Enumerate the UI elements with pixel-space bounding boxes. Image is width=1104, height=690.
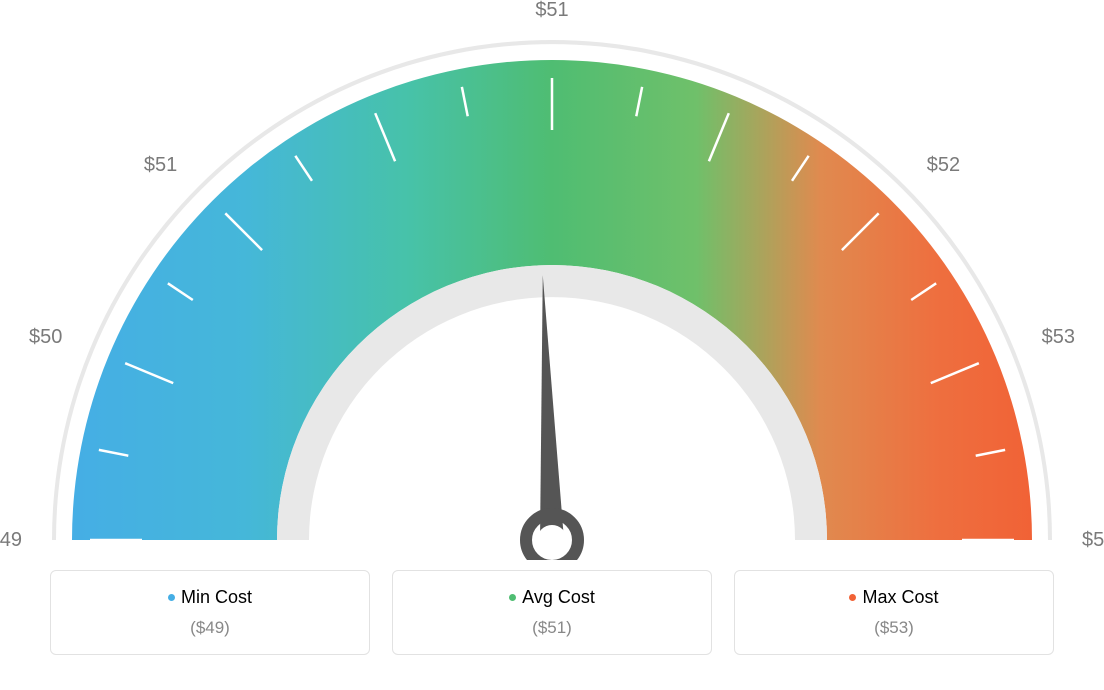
legend-value-avg: ($51) (393, 618, 711, 638)
svg-text:$51: $51 (535, 0, 568, 21)
legend-title-min: Min Cost (51, 587, 369, 608)
svg-text:$53: $53 (1082, 529, 1104, 551)
gauge-svg: $49 $50 $51 $51 $52 $53 $53 (0, 0, 1104, 560)
legend-label-avg: Avg Cost (522, 587, 595, 607)
legend-box-max: Max Cost ($53) (734, 570, 1054, 655)
legend-value-min: ($49) (51, 618, 369, 638)
legend-dot-max (849, 594, 856, 601)
legend-row: Min Cost ($49) Avg Cost ($51) Max Cost (… (0, 570, 1104, 655)
svg-text:$52: $52 (927, 154, 960, 176)
svg-text:$50: $50 (29, 326, 62, 348)
legend-title-max: Max Cost (735, 587, 1053, 608)
legend-dot-avg (509, 594, 516, 601)
legend-title-avg: Avg Cost (393, 587, 711, 608)
svg-text:$53: $53 (1042, 326, 1075, 348)
svg-text:$51: $51 (144, 154, 177, 176)
legend-label-max: Max Cost (862, 587, 938, 607)
legend-label-min: Min Cost (181, 587, 252, 607)
legend-value-max: ($53) (735, 618, 1053, 638)
gauge-chart: $49 $50 $51 $51 $52 $53 $53 (0, 0, 1104, 560)
legend-box-avg: Avg Cost ($51) (392, 570, 712, 655)
legend-box-min: Min Cost ($49) (50, 570, 370, 655)
legend-dot-min (168, 594, 175, 601)
svg-text:$49: $49 (0, 529, 22, 551)
